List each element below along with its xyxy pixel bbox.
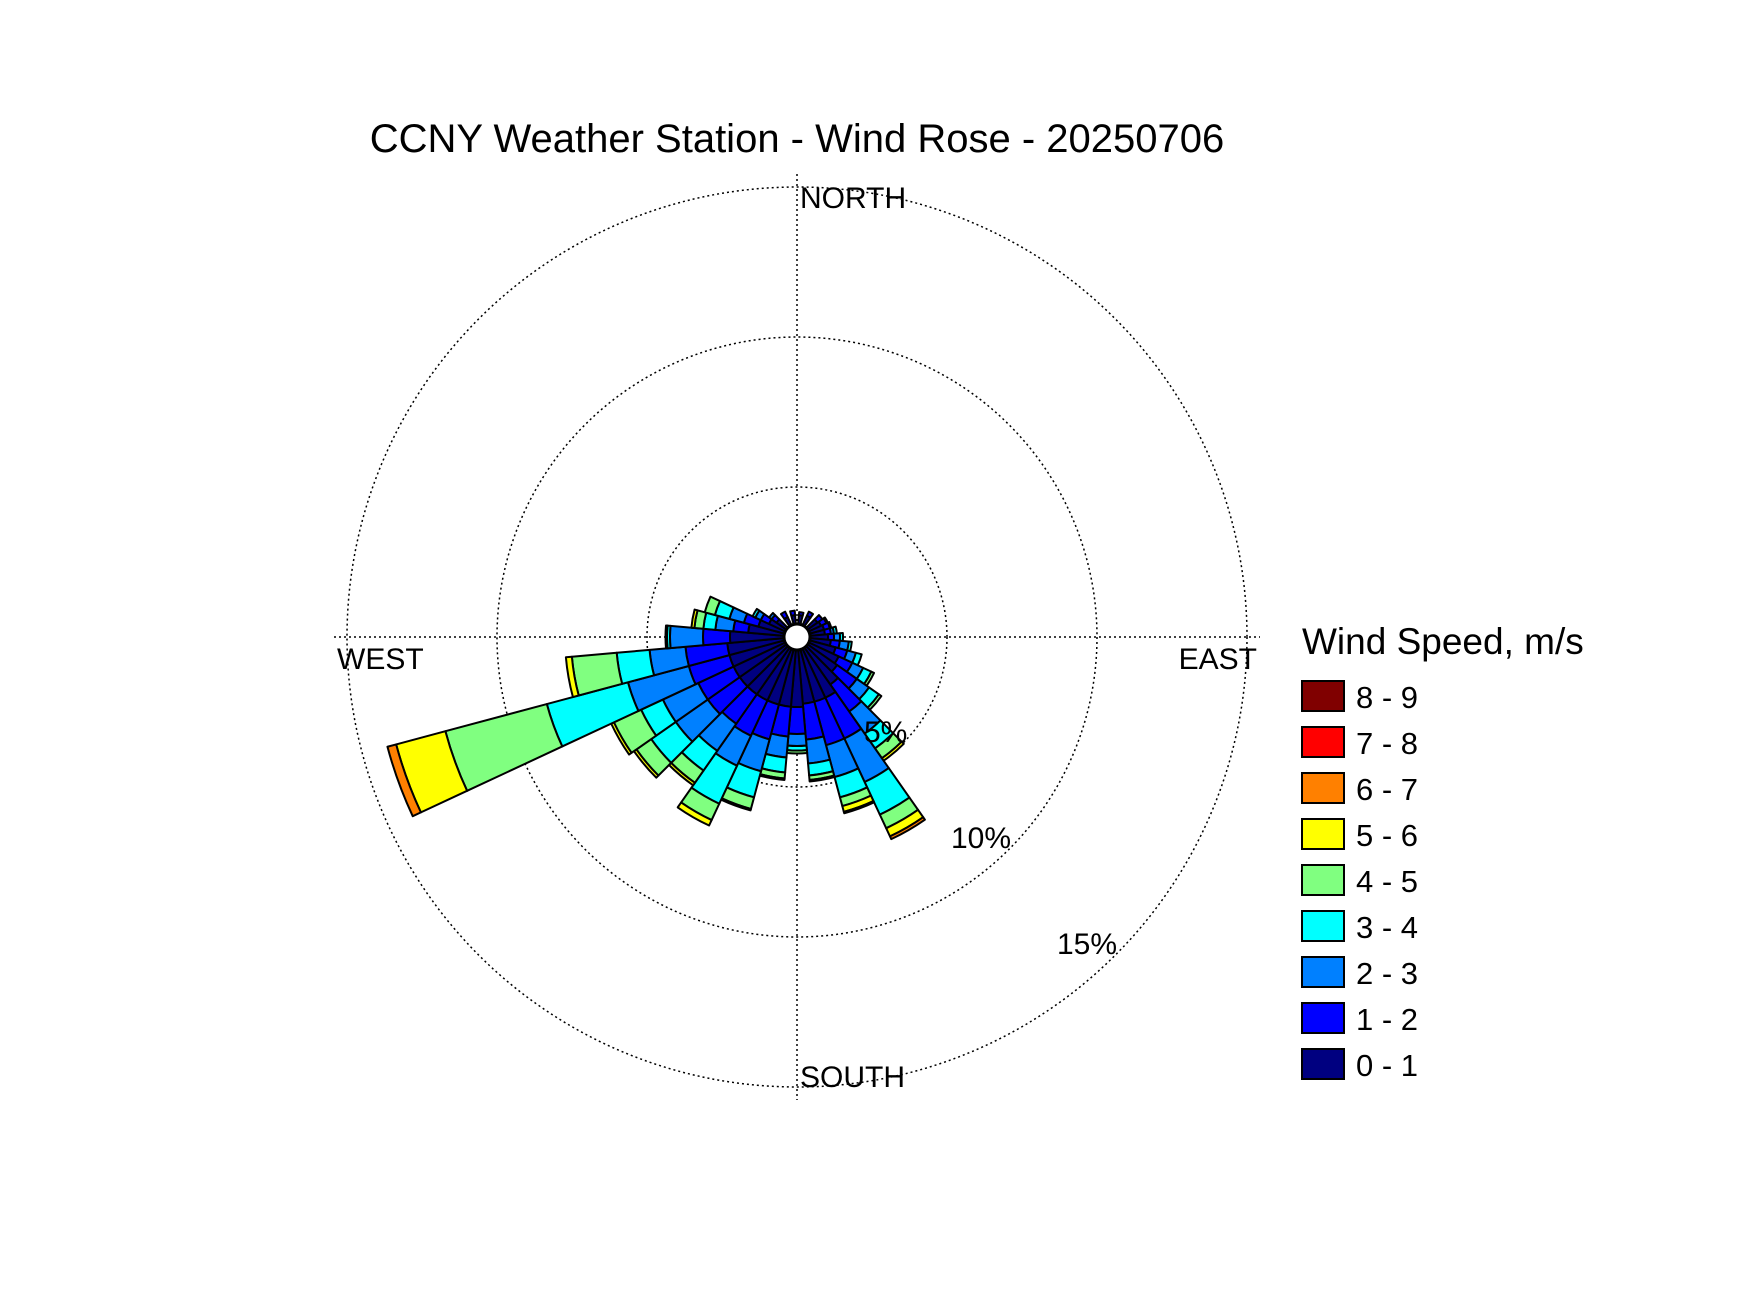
direction-label-west: WEST [337, 643, 424, 676]
legend-swatch-3-4 [1301, 910, 1345, 942]
legend-label-2-3: 2 - 3 [1356, 956, 1418, 991]
legend-label-0-1: 0 - 1 [1356, 1048, 1418, 1083]
sector-10-bin-1-2 [797, 611, 805, 617]
direction-label-east: EAST [1179, 643, 1257, 676]
sector-150-bin-6-7 [888, 816, 926, 841]
legend-swatch-2-3 [1301, 956, 1345, 988]
sector-210-bin-5-6 [676, 801, 713, 827]
sector-160 [799, 647, 876, 815]
chart-title: CCNY Weather Station - Wind Rose - 20250… [370, 117, 1225, 161]
sector-260 [564, 637, 786, 699]
sector-210 [676, 646, 793, 827]
legend-swatch-0-1 [1301, 1048, 1345, 1080]
sector-130 [805, 643, 883, 711]
sector-180-bin-4-5 [785, 749, 809, 755]
direction-label-north: NORTH [800, 182, 906, 215]
legend-swatch-8-9 [1301, 680, 1345, 712]
sector-260-bin-5-6 [564, 655, 580, 699]
ring-label-10: 10% [951, 822, 1011, 855]
wind-rose-bars [386, 595, 926, 841]
sector-300 [751, 607, 788, 633]
grid-ring-5 [646, 486, 948, 788]
sector-280-bin-5-6 [690, 608, 699, 630]
polar-grid [334, 174, 1260, 1100]
legend-swatch-7-8 [1301, 726, 1345, 758]
legend-swatch-6-7 [1301, 772, 1345, 804]
sector-310-bin-2-3 [768, 611, 777, 621]
sector-270-bin-4-5 [664, 624, 669, 650]
sector-250-bin-4-5 [444, 703, 564, 792]
sector-240 [610, 641, 788, 756]
sector-140 [803, 645, 905, 762]
sector-300-bin-3-4 [751, 607, 761, 619]
legend-label-4-5: 4 - 5 [1356, 864, 1418, 899]
legend-label-3-4: 3 - 4 [1356, 910, 1418, 945]
sector-30-bin-1-2 [805, 610, 815, 619]
legend-label-1-2: 1 - 2 [1356, 1002, 1418, 1037]
legend-label-8-9: 8 - 9 [1356, 680, 1418, 715]
grid-ring-15 [346, 186, 1248, 1088]
sector-250-bin-6-7 [386, 743, 422, 818]
legend-label-7-8: 7 - 8 [1356, 726, 1418, 761]
sector-70-bin-2-3 [826, 620, 833, 630]
legend-swatch-1-2 [1301, 1002, 1345, 1034]
sector-160-bin-6-7 [842, 800, 876, 815]
legend-label-6-7: 6 - 7 [1356, 772, 1418, 807]
sector-290-bin-4-5 [703, 595, 721, 616]
legend-title: Wind Speed, m/s [1302, 621, 1584, 662]
ring-label-15: 15% [1057, 928, 1117, 961]
sector-180-bin-2-3 [786, 732, 808, 747]
sector-170-bin-5-6 [808, 774, 836, 783]
sector-350-bin-1-2 [789, 609, 797, 617]
legend-swatch-4-5 [1301, 864, 1345, 896]
sector-330-bin-1-2 [779, 610, 789, 620]
center-hole [782, 622, 812, 652]
sector-150 [801, 646, 926, 841]
legend: Wind Speed, m/s 8 - 9 7 - 8 6 - 7 5 - 6 4 - … [1301, 621, 1584, 1083]
legend-swatch-5-6 [1301, 818, 1345, 850]
legend-label-5-6: 5 - 6 [1356, 818, 1418, 853]
direction-label-south: SOUTH [800, 1061, 905, 1094]
ring-label-5: 5% [864, 716, 907, 749]
grid-ring-10 [496, 336, 1098, 938]
